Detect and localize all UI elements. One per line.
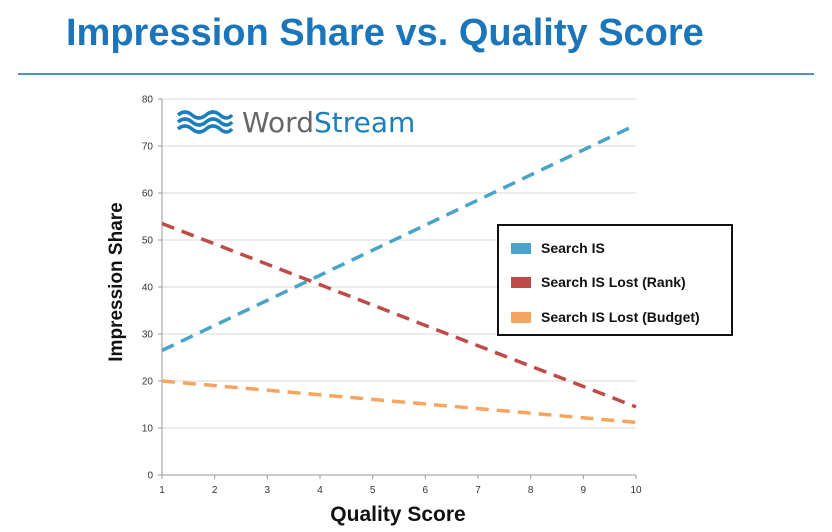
legend-item-search-is: Search IS [511,239,605,257]
legend-label: Search IS Lost (Budget) [541,309,700,325]
x-tick-label: 3 [265,485,271,496]
x-tick-label: 10 [630,485,642,496]
logo-text-word: Word [242,105,314,139]
x-tick-label: 9 [581,485,587,496]
logo-text-stream: Stream [313,105,416,139]
series-line-2 [161,221,637,409]
logo-text: WordStream [242,106,415,139]
legend-label: Search IS [541,240,605,256]
y-tick-label: 20 [142,377,154,388]
x-tick-label: 2 [212,485,218,496]
y-tick-label: 10 [142,424,154,435]
y-tick-label: 40 [142,283,154,294]
y-tick-label: 50 [142,236,154,247]
x-tick-label: 8 [528,485,534,496]
y-axis-title: Impression Share [106,202,127,362]
title-divider [18,73,814,75]
wordstream-logo: WordStream [176,106,415,139]
y-tick-label: 30 [142,330,154,341]
x-tick-label: 1 [159,485,165,496]
x-tick-label: 5 [370,485,376,496]
series-line-3 [161,379,637,425]
legend-label: Search IS Lost (Rank) [541,274,686,290]
x-tick-label: 4 [317,485,323,496]
legend-swatch-lost-rank [511,276,531,288]
legend-item-lost-rank: Search IS Lost (Rank) [511,273,686,291]
x-tick-label: 7 [475,485,481,496]
legend-item-lost-budget: Search IS Lost (Budget) [511,308,700,326]
series-line-1 [161,123,637,353]
y-tick-label: 0 [147,471,153,482]
y-tick-label: 70 [142,142,154,153]
y-tick-label: 60 [142,189,154,200]
wave-icon [176,110,234,134]
legend-swatch-lost-budget [511,311,531,323]
slide-title: Impression Share vs. Quality Score [66,12,704,54]
legend-swatch-search-is [511,242,531,254]
y-tick-label: 80 [142,95,154,106]
x-tick-label: 6 [423,485,429,496]
x-axis-title: Quality Score [330,503,466,526]
chart-legend: Search IS Search IS Lost (Rank) Search I… [497,224,733,336]
